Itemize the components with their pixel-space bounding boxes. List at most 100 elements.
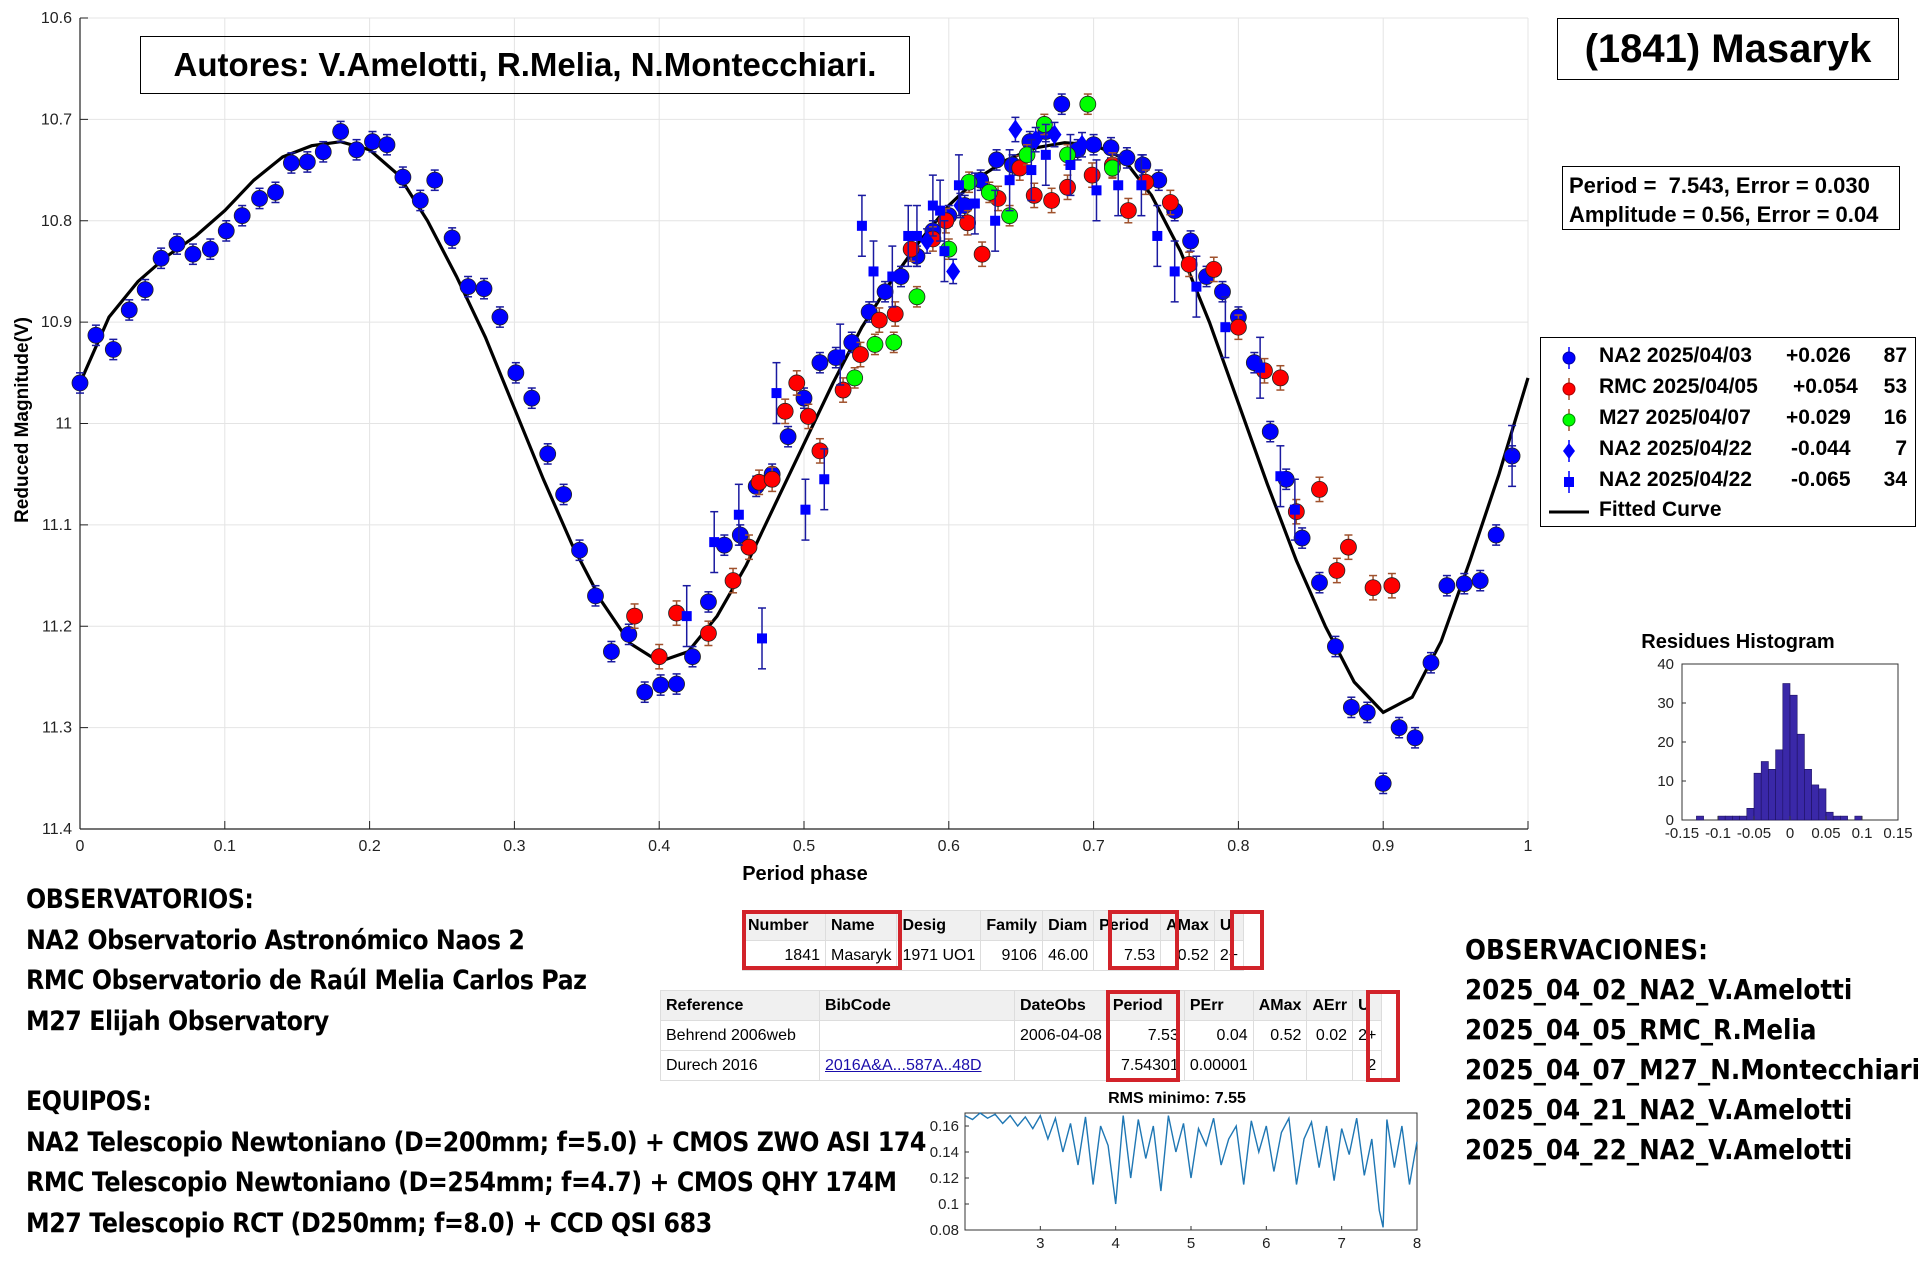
hist-bar [1696, 815, 1704, 821]
cell-u: 2+ [1352, 1020, 1383, 1051]
data-point [298, 153, 316, 171]
y-tick-label: 10.8 [41, 213, 72, 230]
hist-bar [1768, 769, 1776, 821]
data-point [856, 220, 867, 231]
y-tick-label: 11.4 [42, 821, 72, 838]
data-point [811, 442, 829, 460]
data-point [870, 311, 888, 329]
data-point [811, 354, 829, 372]
data-point [636, 683, 654, 701]
period-box: Period = 7.543, Error = 0.030 Amplitude … [1562, 166, 1900, 230]
data-point [1161, 194, 1179, 211]
data-point [364, 133, 381, 151]
cell-number: 1841 [742, 940, 826, 971]
data-point [1374, 774, 1392, 792]
x-tick-label: -0.15 [1665, 825, 1699, 842]
data-point [251, 190, 268, 207]
hist-bar [1825, 811, 1834, 821]
data-point [1328, 562, 1346, 579]
legend-count: 7 [1895, 437, 1907, 460]
data-point [1390, 719, 1408, 737]
data-point [459, 278, 477, 296]
data-point [1091, 185, 1102, 196]
data-point [1383, 577, 1401, 595]
data-point [411, 192, 429, 209]
data-point [700, 624, 717, 642]
data-point [1358, 704, 1376, 721]
legend-name: RMC 2025/04/05 [1599, 375, 1758, 398]
data-point [740, 538, 758, 556]
data-point [1004, 175, 1015, 186]
reference-table: Reference BibCode DateObs Period PErr AM… [660, 990, 1400, 1082]
data-point [1191, 281, 1202, 292]
note-line: NA2 Telescopio Newtoniano (D=200mm; f=5.… [26, 1126, 927, 1158]
data-point [184, 245, 202, 263]
hist-title: Residues Histogram [1641, 631, 1834, 653]
data-point [1311, 480, 1328, 498]
hist-bar [1732, 815, 1740, 821]
hist-bar [1789, 694, 1798, 821]
data-point [1342, 698, 1360, 716]
data-point [1152, 230, 1163, 241]
data-point [1293, 529, 1311, 547]
data-point [834, 381, 852, 399]
data-point [946, 261, 961, 282]
data-point [201, 240, 219, 258]
data-point [885, 333, 903, 351]
x-tick-label: 0.05 [1811, 825, 1840, 842]
data-point [571, 541, 588, 559]
legend-item: M27 2025/04/07 +0.029 16 [1541, 406, 1915, 434]
table-row: Behrend 2006web 2006-04-08 7.53 0.04 0.5… [660, 1020, 1383, 1051]
hist-bar [1818, 788, 1827, 821]
x-tick-label: 0.7 [1082, 838, 1104, 855]
table-header-row: Number Name Desig Family Diam Period AMa… [742, 910, 1245, 941]
cell-perr: 0.04 [1183, 1020, 1254, 1051]
x-tick-label: 0 [76, 838, 85, 855]
legend: NA2 2025/04/03 +0.026 87 RMC 2025/04/05 … [1540, 337, 1916, 527]
x-tick-label: -0.1 [1705, 825, 1731, 842]
x-tick-label: 0.9 [1372, 838, 1394, 855]
data-point [1182, 232, 1200, 250]
data-point [953, 195, 968, 216]
hist-bar [1796, 733, 1805, 821]
col-diam: Diam [1042, 910, 1095, 941]
cell-amax: 0.52 [1252, 1020, 1308, 1051]
data-point [152, 249, 170, 267]
data-point [168, 235, 186, 253]
y-tick-label: 0.08 [930, 1222, 959, 1239]
y-tick-label: 10 [1657, 773, 1674, 790]
data-point [1180, 255, 1198, 273]
data-point [709, 537, 720, 548]
col-period: Period [1106, 990, 1185, 1021]
hist-bar [1739, 815, 1748, 821]
cell-u: 2+ [1213, 940, 1245, 971]
cell-desig: 1971 UO1 [896, 940, 982, 971]
x-tick-label: 0.5 [793, 838, 815, 855]
data-point [1008, 119, 1023, 140]
cell-family: 9106 [980, 940, 1044, 971]
data-point [1059, 178, 1076, 196]
data-point [507, 364, 525, 382]
data-point [233, 207, 251, 225]
bibcode-link[interactable]: 2016A&A...587A..48D [825, 1056, 982, 1074]
data-point [969, 198, 980, 209]
col-desig: Desig [896, 910, 982, 941]
y-tick-label: 30 [1657, 695, 1674, 712]
y-tick-label: 0 [1666, 812, 1674, 829]
note-line: 2025_04_22_NA2_V.Amelotti [1465, 1133, 1853, 1166]
rms-frame [964, 1112, 1418, 1231]
legend-item: Fitted Curve [1541, 498, 1915, 526]
legend-name: NA2 2025/04/22 [1599, 437, 1752, 460]
data-point [980, 183, 998, 201]
x-tick-label: 4 [1111, 1235, 1119, 1252]
x-tick-label: 0.8 [1227, 838, 1249, 855]
legend-offset: +0.026 [1786, 344, 1851, 367]
legend-item: NA2 2025/04/03 +0.026 87 [1541, 344, 1915, 372]
y-tick-label: 10.6 [41, 10, 72, 27]
data-point [935, 205, 946, 216]
hist-bar [1832, 815, 1841, 821]
y-tick-label: 20 [1657, 734, 1674, 751]
note-line: M27 Telescopio RCT (D250mm; f=8.0) + CCD… [26, 1207, 712, 1239]
data-point [886, 305, 904, 323]
hist-bar [1760, 761, 1769, 821]
